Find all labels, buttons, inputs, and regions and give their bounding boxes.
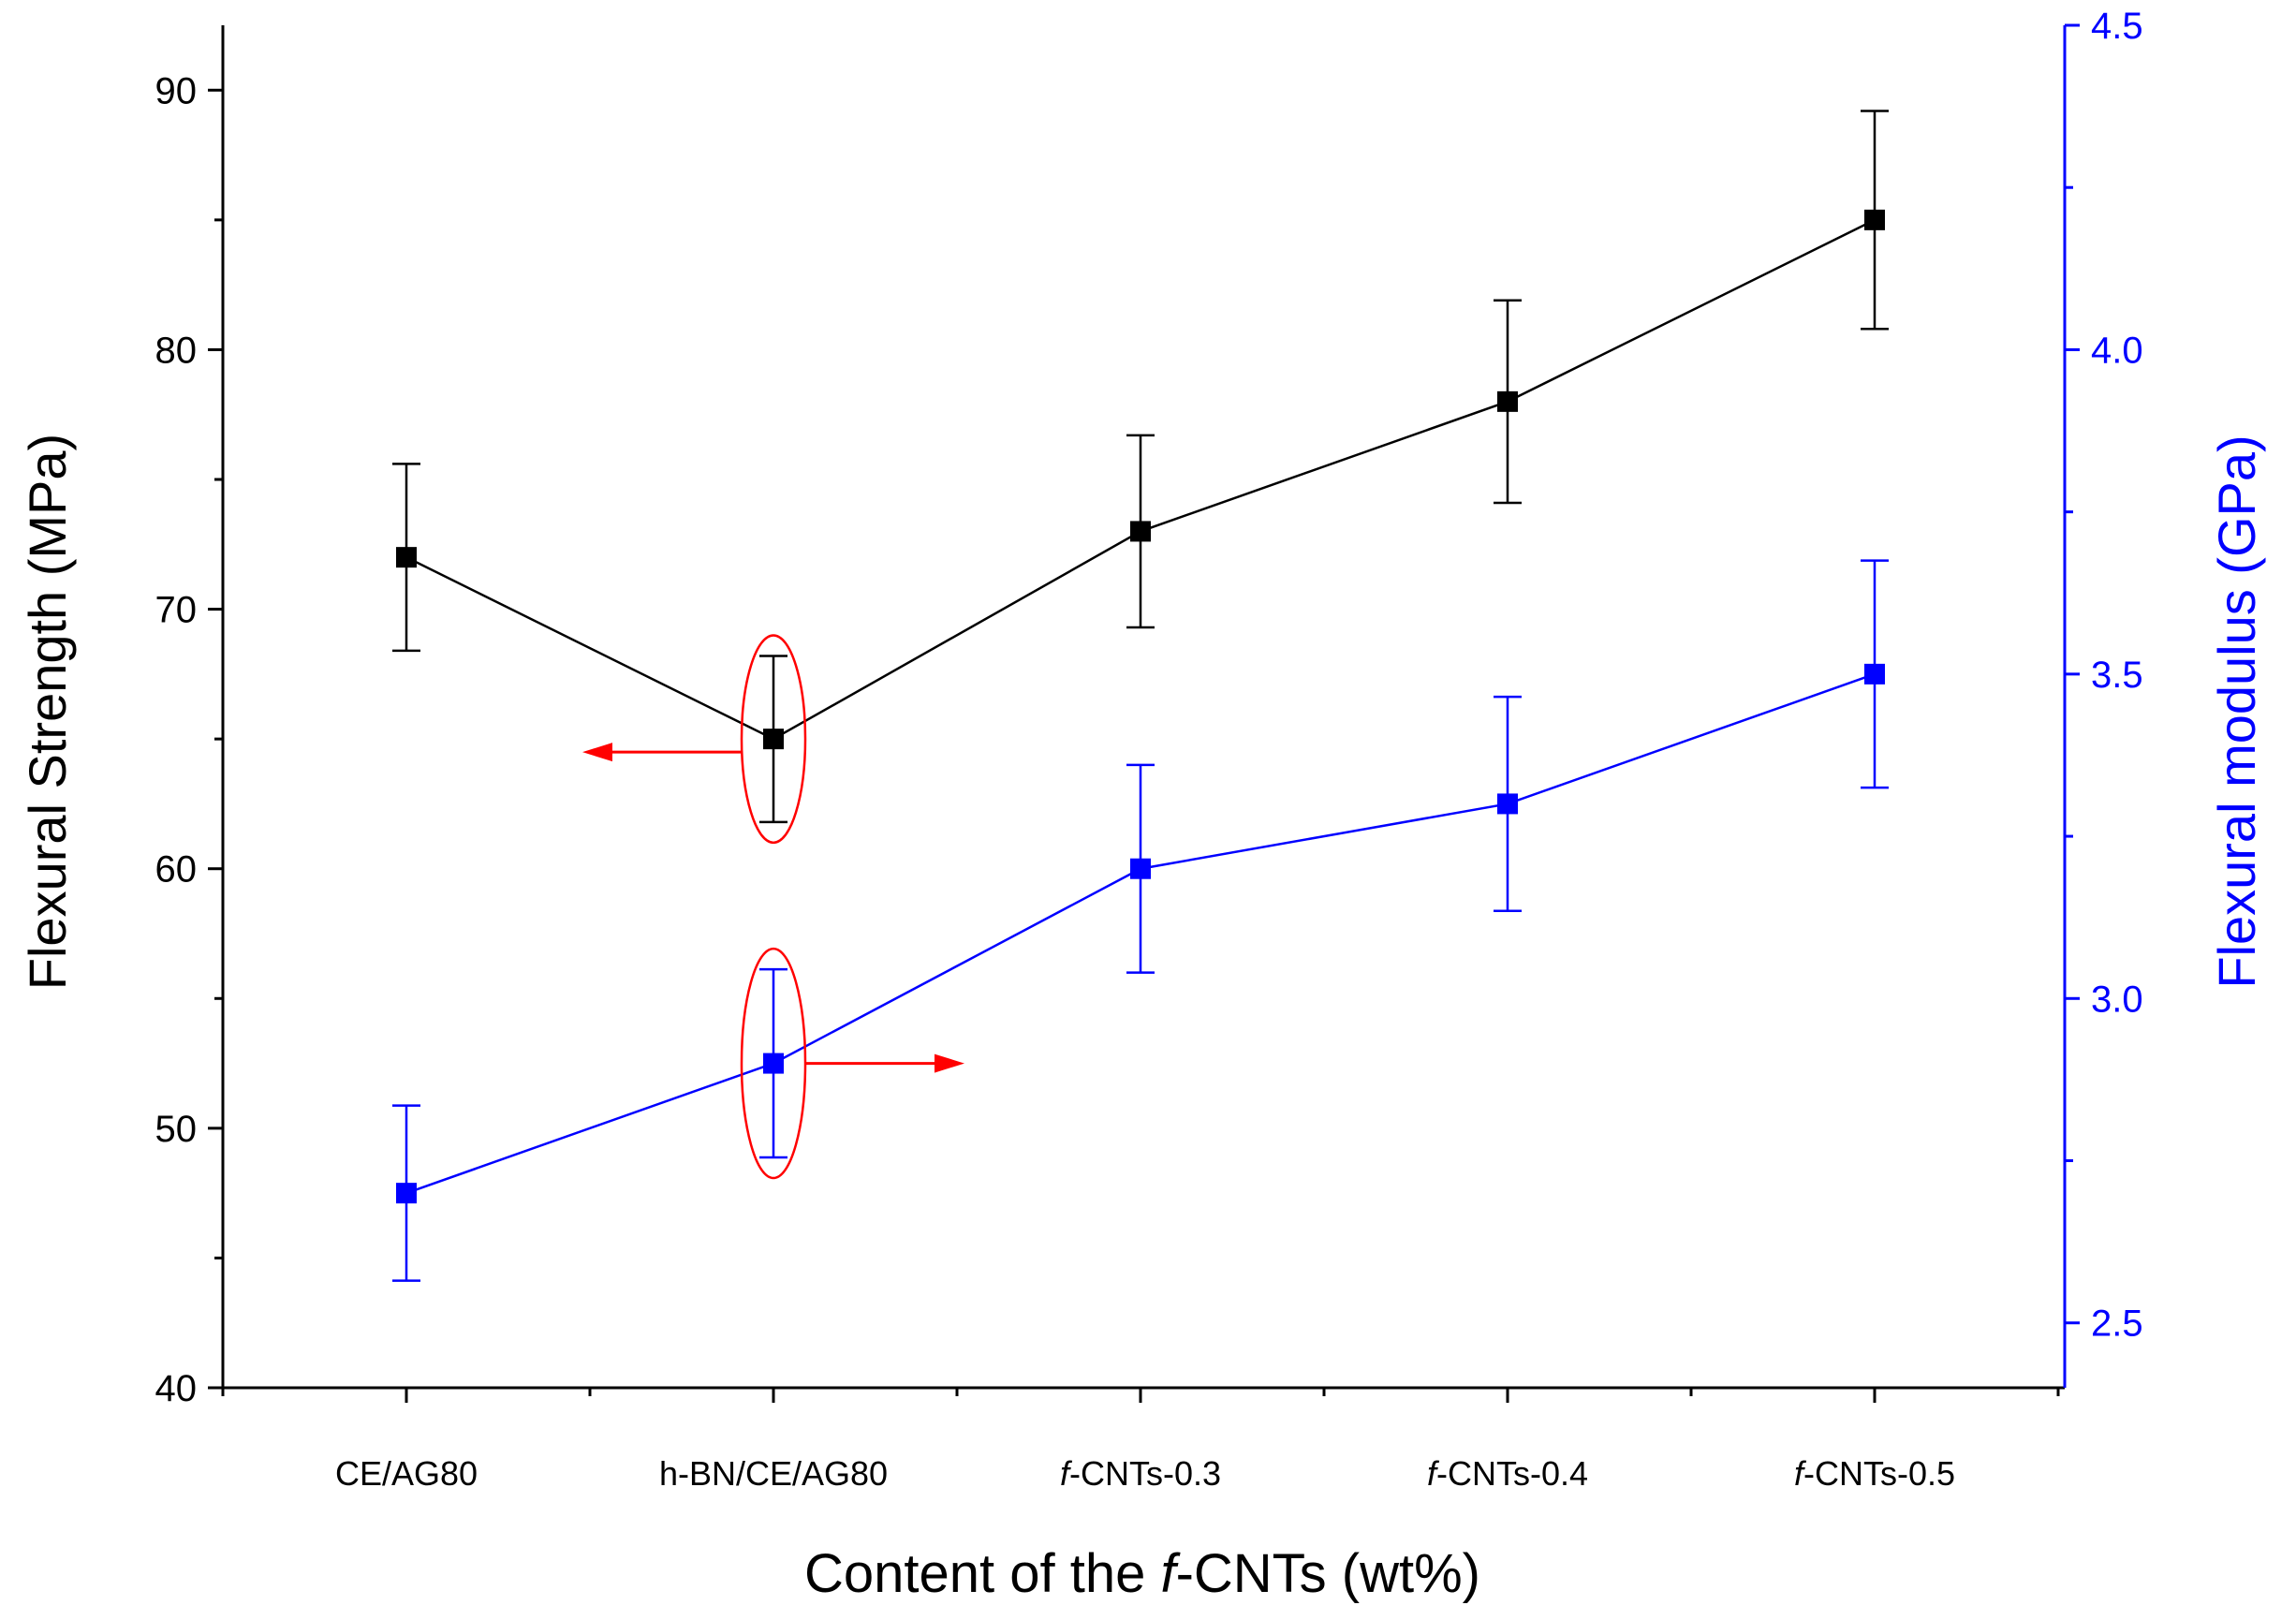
data-point <box>1130 858 1151 879</box>
data-point <box>1497 390 1518 412</box>
text-layer: Flexural Strength (MPa) Flexural modulus… <box>18 434 2266 1604</box>
data-point <box>1497 793 1518 815</box>
data-point <box>1864 209 1885 230</box>
annotation-arrow-head <box>935 1053 964 1073</box>
data-point <box>763 729 784 750</box>
y-left-tick-label: 80 <box>155 330 198 371</box>
data-point <box>1864 663 1885 685</box>
y-left-tick-label: 60 <box>155 849 198 891</box>
x-category-label-text: CE/AG80 <box>335 1454 478 1493</box>
annotation-layer <box>582 634 964 1180</box>
y-right-tick-label: 2.5 <box>2091 1303 2143 1345</box>
x-axis-label-prefix: Content of the <box>804 1543 1160 1604</box>
y-right-tick-label: 3.0 <box>2091 979 2143 1020</box>
x-category-label-text: -CNTs-0.5 <box>1803 1454 1955 1493</box>
x-category-label: h-BN/CE/AG80 <box>659 1454 888 1493</box>
y-axis-left-label: Flexural Strength (MPa) <box>18 434 77 990</box>
y-left-tick-label: 40 <box>155 1368 198 1409</box>
y-left-tick-label: 70 <box>155 590 198 631</box>
x-category-label: f-CNTs-0.4 <box>1427 1454 1588 1493</box>
x-category-label: CE/AG80 <box>335 1454 478 1493</box>
annotation-arrow-head <box>582 743 612 762</box>
series-layer <box>392 110 1889 1282</box>
annotation-ellipse <box>740 634 807 845</box>
y-left-tick-label: 90 <box>155 70 198 111</box>
data-point <box>396 547 417 568</box>
data-point <box>763 1053 784 1074</box>
x-axis-label: Content of the f-CNTs (wt%) <box>804 1543 1480 1604</box>
data-point <box>396 1183 417 1204</box>
x-category-label-text: -CNTs-0.3 <box>1069 1454 1221 1493</box>
x-category-label: f-CNTs-0.5 <box>1794 1454 1955 1493</box>
x-category-label: f-CNTs-0.3 <box>1060 1454 1221 1493</box>
x-category-label-text: h-BN/CE/AG80 <box>659 1454 888 1493</box>
axes-layer: 40 50 60 70 80 90 2.5 3.0 3.5 4.0 4.5 CE/AG80 h-BN/C… <box>155 6 2143 1493</box>
y-right-tick-label: 4.0 <box>2091 330 2143 371</box>
y-right-tick-label: 3.5 <box>2091 655 2143 696</box>
y-left-tick-label: 50 <box>155 1109 198 1150</box>
y-axis-right-label: Flexural modulus (GPa) <box>2207 434 2266 988</box>
x-axis-label-suffix: -CNTs (wt%) <box>1176 1543 1480 1604</box>
data-point <box>1130 521 1151 542</box>
y-right-tick-label: 4.5 <box>2091 6 2143 47</box>
x-category-label-text: -CNTs-0.4 <box>1436 1454 1588 1493</box>
